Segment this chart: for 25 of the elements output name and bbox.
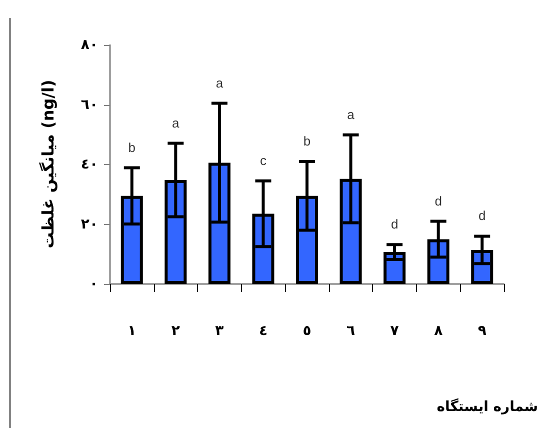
x-axis-title: شماره ایستگاه bbox=[436, 398, 538, 415]
x-tick-label: ١ bbox=[128, 323, 136, 339]
annotation: a bbox=[172, 115, 180, 130]
y-axis-title: میانگین غلظت (ng/l) bbox=[38, 80, 58, 248]
annotation: d bbox=[390, 216, 398, 232]
x-tick-label: ٢ bbox=[171, 323, 180, 339]
annotation: b bbox=[128, 140, 136, 155]
x-tick-label: ٥ bbox=[302, 323, 312, 339]
annotation: d bbox=[478, 208, 486, 224]
annotation: c bbox=[260, 152, 267, 168]
y-tick-label: ٤٠ bbox=[80, 156, 98, 172]
annotation: a bbox=[347, 106, 356, 122]
x-tick-label: ٩ bbox=[478, 323, 487, 339]
x-tick-label: ٦ bbox=[346, 323, 356, 339]
y-tick-label: ٢٠ bbox=[80, 216, 98, 232]
annotation: d bbox=[434, 193, 442, 208]
x-tick-label: ٣ bbox=[215, 323, 224, 339]
x-tick-label: ٤ bbox=[258, 323, 268, 339]
y-tick-label: ٨٠ bbox=[80, 37, 98, 53]
y-tick-label: ٦٠ bbox=[80, 96, 98, 113]
annotation: a bbox=[216, 75, 224, 90]
x-tick-label: ٧ bbox=[390, 323, 400, 339]
annotation: b bbox=[303, 134, 311, 149]
y-tick-label: ٠ bbox=[89, 276, 98, 292]
x-tick-label: ٨ bbox=[434, 323, 444, 339]
